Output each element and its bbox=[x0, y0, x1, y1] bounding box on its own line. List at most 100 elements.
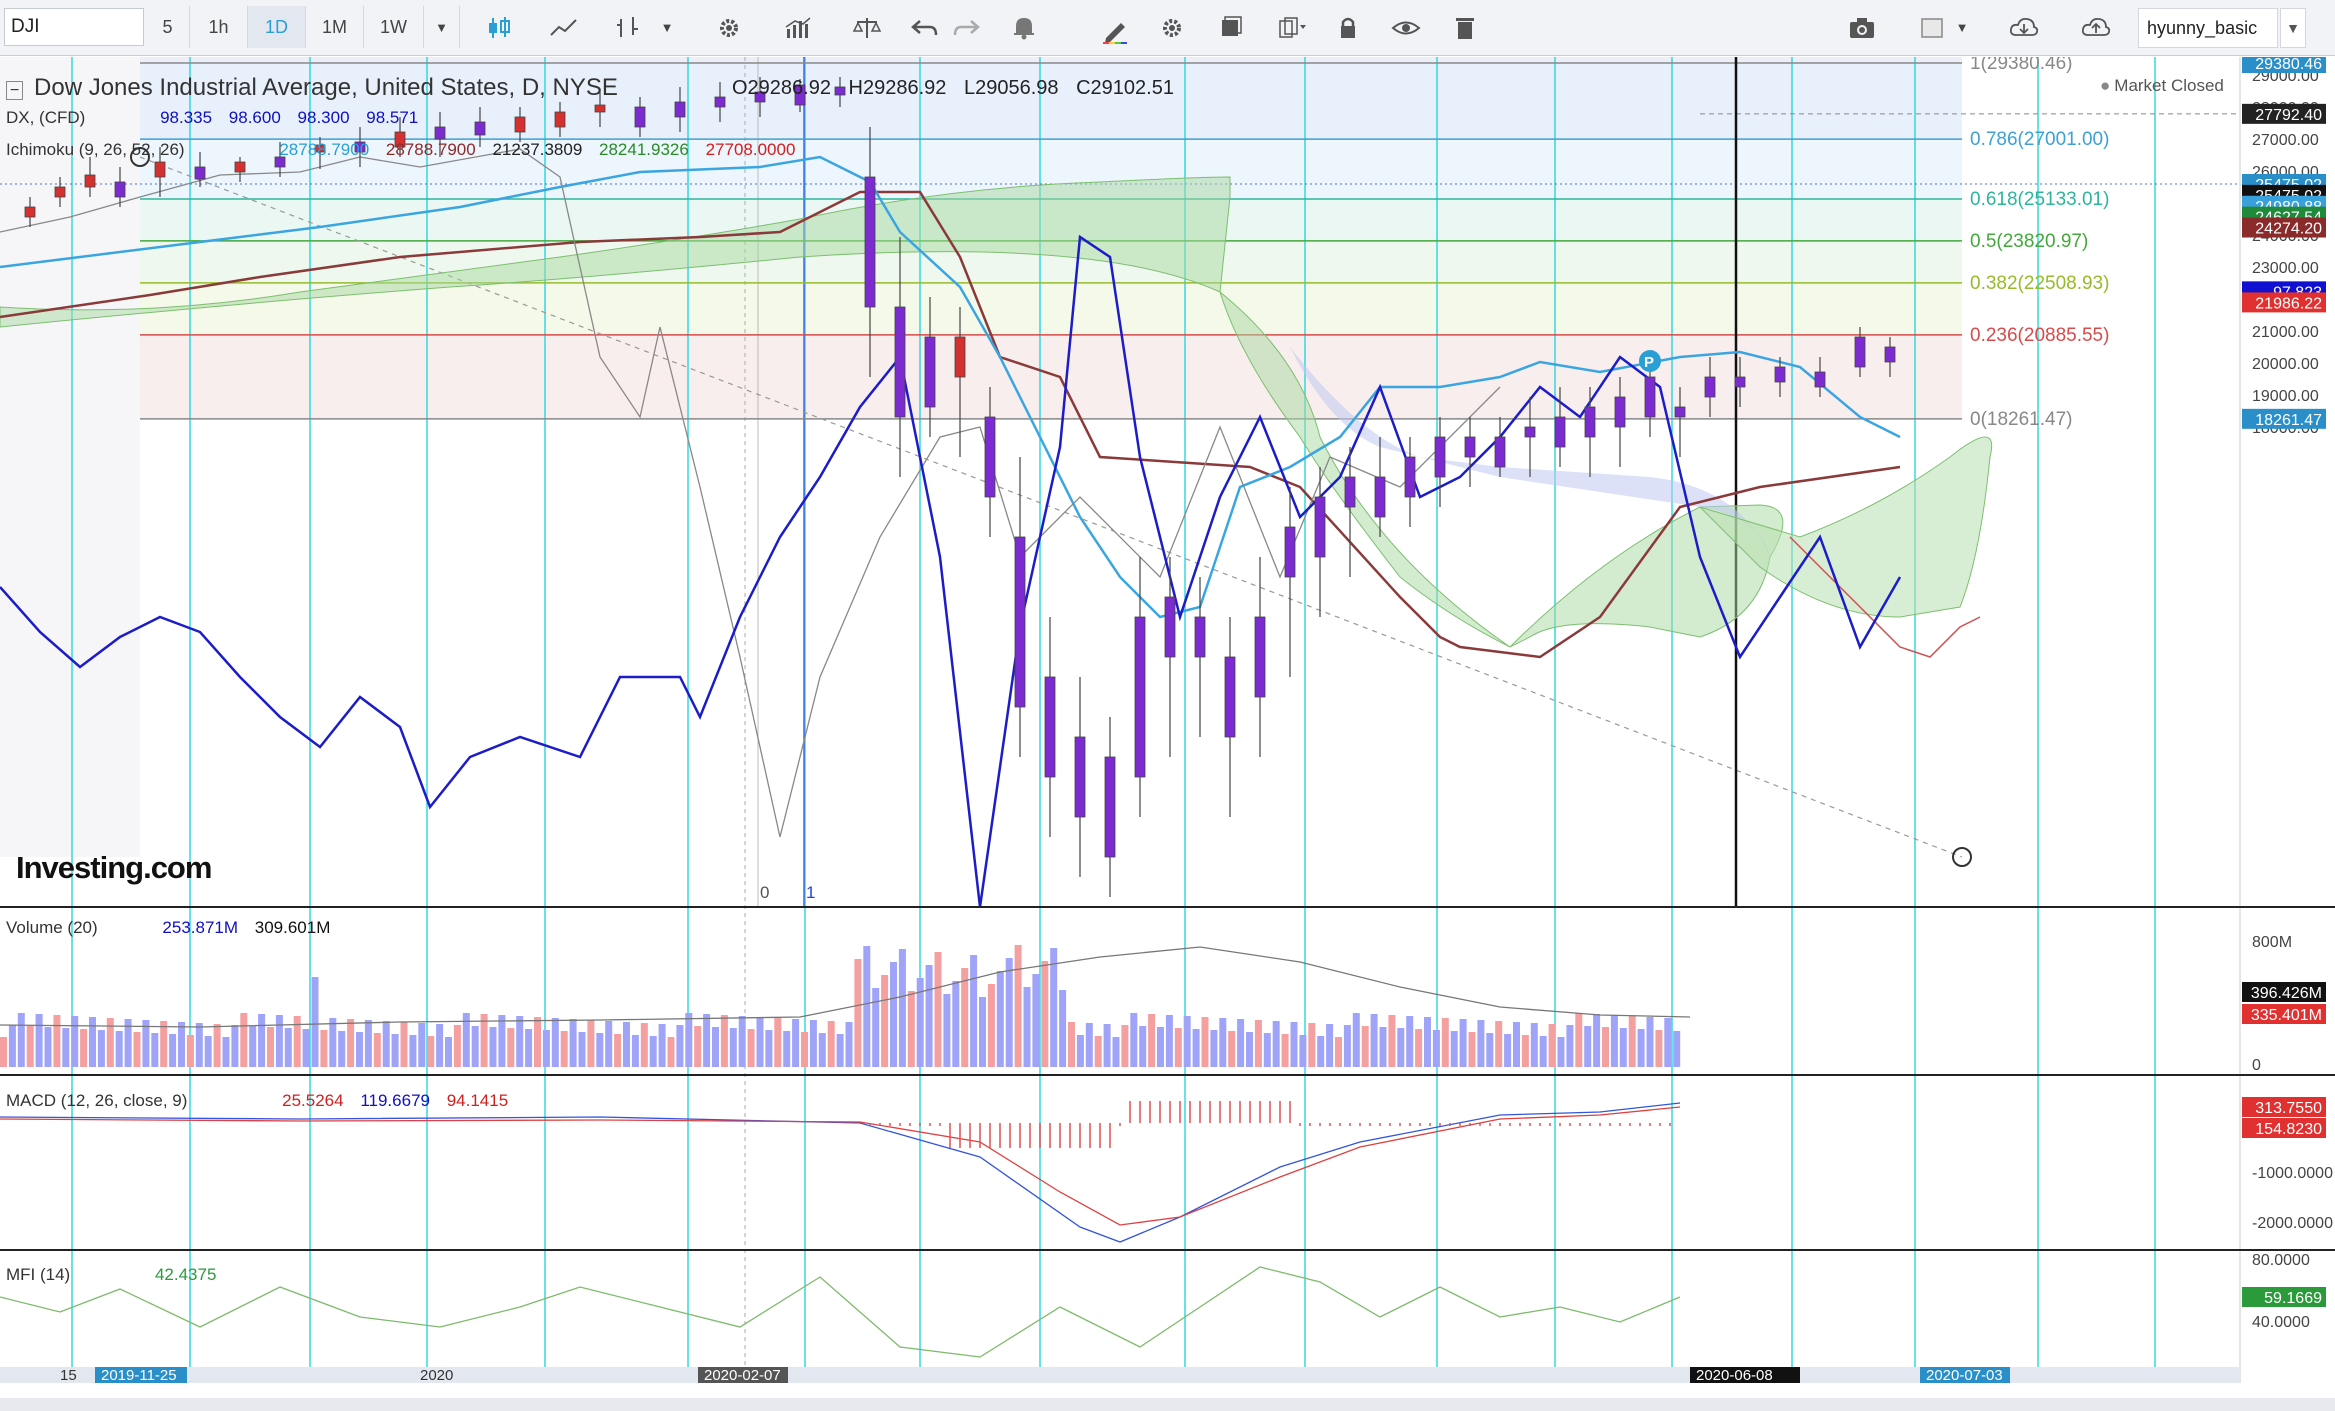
volume-bar bbox=[783, 1031, 791, 1067]
cloud-up-icon[interactable] bbox=[2070, 8, 2122, 48]
volume-bar bbox=[1610, 1015, 1618, 1067]
volume-bar bbox=[35, 1014, 43, 1067]
collapse-icon[interactable]: − bbox=[6, 81, 24, 100]
trash-icon[interactable] bbox=[1443, 8, 1487, 48]
volume-bar bbox=[115, 1031, 123, 1067]
volume-bar bbox=[569, 1019, 577, 1067]
user-menu[interactable]: hyunny_basic bbox=[2138, 8, 2278, 48]
compare-icon[interactable] bbox=[845, 8, 889, 48]
volume-bar bbox=[1130, 1013, 1138, 1067]
candle-body bbox=[1104, 756, 1116, 858]
chart-area[interactable]: 1(29380.46) 0.786(27001.00) 0.618(25133.01… bbox=[0, 36, 2335, 1384]
user-dropdown[interactable]: ▼ bbox=[2280, 8, 2306, 48]
volume-tag-bg bbox=[2242, 1004, 2326, 1024]
candle-body bbox=[1044, 676, 1056, 778]
volume-bar bbox=[26, 1026, 34, 1067]
volume-bar bbox=[756, 1017, 764, 1067]
interval-1d[interactable]: 1D bbox=[248, 6, 306, 48]
candle-body bbox=[1494, 436, 1506, 468]
fib-zone bbox=[140, 282, 1962, 335]
volume-bar bbox=[1397, 1028, 1405, 1067]
volume-bar bbox=[160, 1021, 168, 1067]
right-axis-bg bbox=[2240, 57, 2335, 1383]
color-dropdown[interactable]: ▼ bbox=[1955, 19, 1969, 35]
price-axis-tick: 20000.00 bbox=[2252, 356, 2319, 373]
trend-handle-start bbox=[130, 147, 150, 167]
fib-zone-top bbox=[140, 57, 1962, 64]
volume-bar bbox=[124, 1019, 132, 1067]
volume-bar bbox=[1530, 1023, 1538, 1067]
volume-bar bbox=[551, 1018, 559, 1067]
candle-body bbox=[394, 131, 406, 148]
volume-bar bbox=[560, 1031, 568, 1067]
volume-bar bbox=[329, 1018, 337, 1067]
interval-dropdown[interactable]: ▼ bbox=[424, 6, 460, 48]
volume-bar bbox=[418, 1023, 426, 1067]
interval-5[interactable]: 5 bbox=[146, 6, 190, 48]
candle-body bbox=[714, 96, 726, 108]
interval-1h[interactable]: 1h bbox=[190, 6, 248, 48]
volume-bar bbox=[1646, 1017, 1654, 1067]
bar-chart-icon[interactable] bbox=[776, 8, 820, 48]
dx-label[interactable]: DX, (CFD) bbox=[6, 108, 86, 127]
color-box-icon[interactable] bbox=[1910, 8, 1954, 48]
lock-icon[interactable] bbox=[1326, 8, 1370, 48]
candle-body bbox=[1464, 436, 1476, 458]
tenkan-line bbox=[0, 155, 1901, 619]
candle-body bbox=[1014, 536, 1026, 708]
candles-icon[interactable] bbox=[477, 8, 521, 48]
redo-icon[interactable] bbox=[944, 8, 988, 48]
volume-bar bbox=[1112, 1037, 1120, 1067]
volume-bar bbox=[996, 971, 1004, 1067]
bar-indicator-icon[interactable] bbox=[606, 8, 650, 48]
candle-body bbox=[834, 86, 846, 96]
candle-body bbox=[894, 306, 906, 418]
mfi-label[interactable]: MFI (14) bbox=[6, 1265, 71, 1284]
ichimoku-span-b: 27708.0000 bbox=[705, 140, 796, 159]
volume-label[interactable]: Volume (20) bbox=[6, 918, 98, 937]
ohlc-high: H29286.92 bbox=[848, 77, 947, 99]
undo-icon[interactable] bbox=[903, 8, 947, 48]
volume-bar bbox=[373, 1033, 381, 1067]
volume-bar bbox=[302, 1029, 310, 1067]
chart-canvas[interactable]: 1(29380.46) 0.786(27001.00) 0.618(25133.01… bbox=[0, 36, 2335, 1384]
volume-bar bbox=[338, 1031, 346, 1067]
interval-1m[interactable]: 1M bbox=[306, 6, 364, 48]
volume-bar bbox=[1370, 1014, 1378, 1067]
ohlc-low: L29056.98 bbox=[963, 77, 1059, 99]
line-chart-icon[interactable] bbox=[542, 8, 586, 48]
candle-body bbox=[1584, 406, 1596, 438]
copy-icon[interactable] bbox=[1270, 8, 1314, 48]
pencil-icon[interactable] bbox=[1092, 8, 1140, 54]
volume-bar bbox=[898, 949, 906, 1067]
settings-icon[interactable] bbox=[707, 8, 751, 48]
candle-body bbox=[1254, 616, 1266, 698]
eye-icon[interactable] bbox=[1384, 8, 1428, 48]
volume-bar bbox=[1041, 961, 1049, 1067]
volume-bar bbox=[445, 1037, 452, 1067]
fib-label: 0.786(27001.00) bbox=[1970, 129, 2109, 150]
macd-label[interactable]: MACD (12, 26, close, 9) bbox=[6, 1091, 188, 1110]
candle-body bbox=[194, 166, 206, 180]
settings-icon-2[interactable] bbox=[1150, 8, 1194, 48]
alert-icon[interactable] bbox=[1002, 8, 1046, 48]
macd-axis-tick: -1000.0000 bbox=[2252, 1165, 2333, 1182]
candle-body bbox=[594, 104, 606, 113]
layout-icon[interactable] bbox=[1210, 8, 1254, 48]
volume-value-2: 309.601M bbox=[254, 918, 331, 937]
candle-body bbox=[794, 84, 806, 106]
symbol-input[interactable]: DJI bbox=[4, 8, 144, 46]
x-marker-1: 1 bbox=[806, 883, 815, 902]
volume-bar bbox=[409, 1035, 417, 1067]
volume-bar bbox=[293, 1016, 301, 1067]
ichimoku-label[interactable]: Ichimoku (9, 26, 52, 26) bbox=[6, 140, 185, 159]
cloud-down-icon[interactable] bbox=[1998, 8, 2050, 48]
volume-bar bbox=[1272, 1021, 1280, 1067]
dx-legend: DX, (CFD) 98.335 98.600 98.300 98.571 bbox=[6, 108, 430, 128]
chart-type-dropdown[interactable]: ▼ bbox=[660, 19, 674, 35]
interval-1w[interactable]: 1W bbox=[364, 6, 424, 48]
candle-body bbox=[924, 336, 936, 408]
camera-icon[interactable] bbox=[1840, 8, 1884, 48]
candle-body bbox=[1224, 656, 1236, 738]
volume-bar bbox=[1326, 1024, 1334, 1067]
